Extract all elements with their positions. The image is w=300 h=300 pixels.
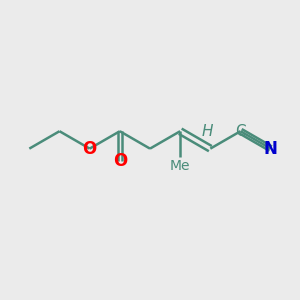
Text: N: N bbox=[264, 140, 278, 158]
Text: O: O bbox=[113, 152, 127, 170]
Text: O: O bbox=[82, 140, 97, 158]
Text: C: C bbox=[235, 124, 246, 139]
Text: Me: Me bbox=[170, 159, 190, 173]
Text: H: H bbox=[202, 124, 213, 139]
